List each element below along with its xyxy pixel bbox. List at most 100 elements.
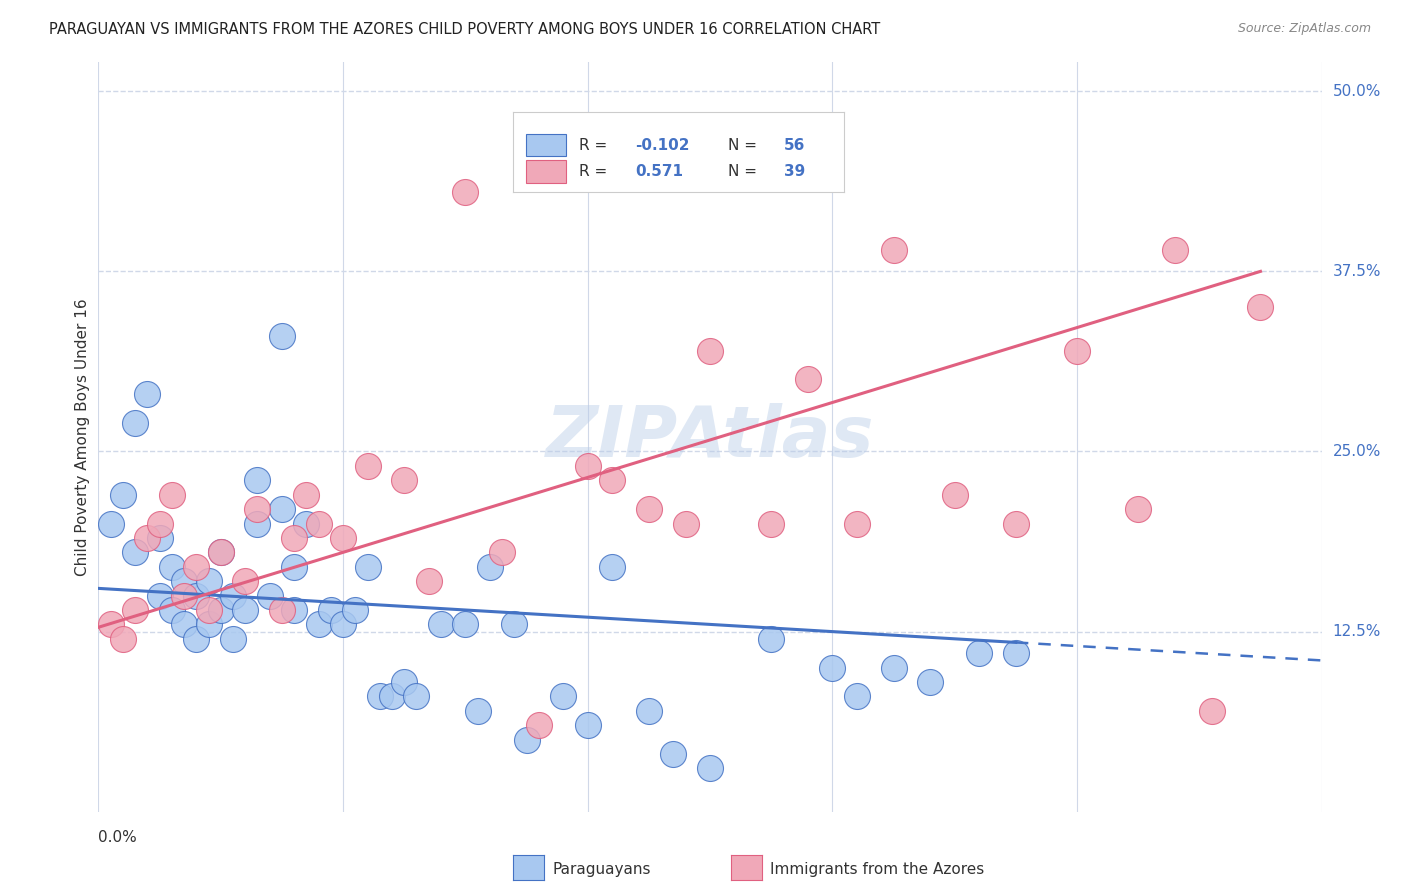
Point: [478, 559, 501, 574]
Text: Paraguayans: Paraguayans: [553, 863, 651, 877]
Text: 50.0%: 50.0%: [1333, 84, 1381, 99]
Point: [173, 617, 195, 632]
Point: [662, 747, 685, 761]
Point: [197, 603, 219, 617]
Point: [197, 617, 219, 632]
Text: PARAGUAYAN VS IMMIGRANTS FROM THE AZORES CHILD POVERTY AMONG BOYS UNDER 16 CORRE: PARAGUAYAN VS IMMIGRANTS FROM THE AZORES…: [49, 22, 880, 37]
Point: [883, 243, 905, 257]
Point: [454, 185, 477, 199]
Point: [332, 617, 354, 632]
Point: [295, 516, 318, 531]
Point: [759, 516, 782, 531]
Point: [186, 632, 208, 646]
Point: [759, 632, 782, 646]
Text: 39: 39: [785, 164, 806, 179]
Point: [259, 589, 281, 603]
Text: Immigrants from the Azores: Immigrants from the Azores: [770, 863, 984, 877]
Point: [883, 660, 905, 674]
FancyBboxPatch shape: [526, 134, 567, 156]
Point: [675, 516, 697, 531]
Point: [136, 531, 159, 545]
Point: [344, 603, 367, 617]
Point: [246, 516, 269, 531]
Point: [418, 574, 440, 589]
Point: [600, 559, 623, 574]
Point: [797, 372, 820, 386]
Point: [100, 516, 122, 531]
Point: [405, 690, 427, 704]
Text: 0.571: 0.571: [636, 164, 683, 179]
Point: [100, 617, 122, 632]
Point: [222, 632, 245, 646]
FancyBboxPatch shape: [526, 161, 567, 183]
Point: [233, 574, 256, 589]
Point: [920, 675, 942, 690]
Point: [270, 502, 292, 516]
Point: [308, 516, 330, 531]
Point: [160, 559, 183, 574]
Point: [430, 617, 453, 632]
Point: [821, 660, 844, 674]
Point: [308, 617, 330, 632]
Text: 37.5%: 37.5%: [1333, 264, 1381, 279]
Point: [967, 646, 990, 660]
Text: R =: R =: [579, 164, 617, 179]
Point: [392, 473, 416, 487]
Point: [1249, 301, 1271, 315]
Point: [637, 502, 661, 516]
Text: -0.102: -0.102: [636, 137, 690, 153]
Point: [270, 329, 292, 343]
Text: R =: R =: [579, 137, 613, 153]
Point: [222, 589, 245, 603]
Text: ZIPAtlas: ZIPAtlas: [546, 402, 875, 472]
Point: [527, 718, 550, 732]
Text: 25.0%: 25.0%: [1333, 444, 1381, 459]
Point: [160, 488, 183, 502]
Point: [173, 574, 195, 589]
Point: [1128, 502, 1150, 516]
Point: [186, 559, 208, 574]
Point: [186, 589, 208, 603]
Point: [283, 531, 305, 545]
Point: [209, 603, 232, 617]
Point: [943, 488, 966, 502]
Point: [637, 704, 661, 718]
Point: [149, 589, 172, 603]
Point: [467, 704, 489, 718]
Point: [1201, 704, 1223, 718]
Point: [124, 416, 146, 430]
Point: [124, 545, 146, 559]
Point: [270, 603, 292, 617]
Point: [209, 545, 232, 559]
Point: [503, 617, 526, 632]
Point: [197, 574, 219, 589]
Point: [319, 603, 342, 617]
Point: [1164, 243, 1187, 257]
Text: 56: 56: [785, 137, 806, 153]
Text: 12.5%: 12.5%: [1333, 624, 1381, 639]
Point: [124, 603, 146, 617]
Point: [392, 675, 416, 690]
Point: [356, 559, 378, 574]
Point: [454, 617, 477, 632]
Point: [699, 343, 721, 358]
Point: [246, 502, 269, 516]
Text: 0.0%: 0.0%: [98, 830, 138, 846]
Point: [845, 516, 868, 531]
Point: [699, 762, 721, 776]
Point: [381, 690, 404, 704]
Point: [576, 458, 599, 473]
Point: [491, 545, 513, 559]
Point: [516, 732, 538, 747]
Point: [368, 690, 391, 704]
Point: [1004, 646, 1026, 660]
Point: [845, 690, 868, 704]
Point: [233, 603, 256, 617]
Point: [149, 516, 172, 531]
Point: [1004, 516, 1026, 531]
Point: [283, 559, 305, 574]
Point: [356, 458, 378, 473]
Point: [160, 603, 183, 617]
Point: [1066, 343, 1088, 358]
Point: [173, 589, 195, 603]
